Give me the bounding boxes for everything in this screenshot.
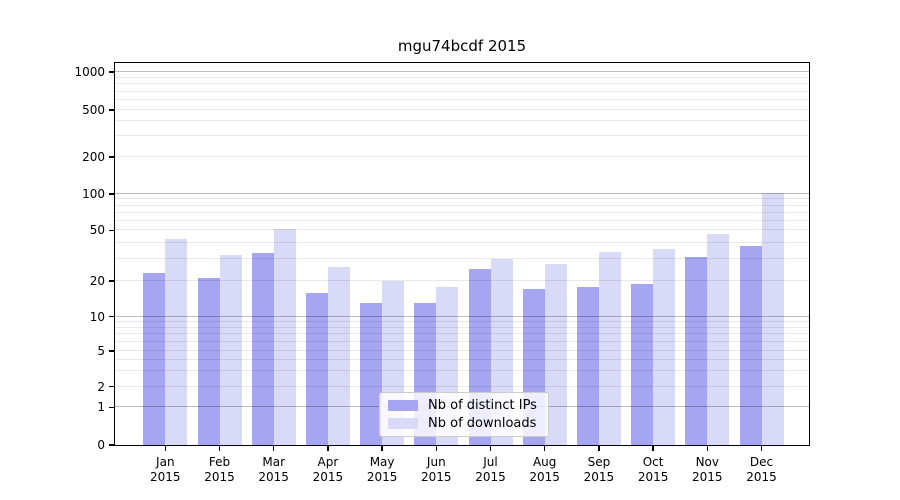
x-tick-mark: [381, 445, 383, 451]
y-gridline-minor: [115, 83, 809, 85]
y-gridline-minor: [115, 90, 809, 92]
x-tick-mark: [652, 445, 654, 451]
x-tick-label-jan: Jan 2015: [150, 455, 181, 484]
x-tick-label-jun: Jun 2015: [421, 455, 452, 484]
y-tick-label: 200: [82, 150, 105, 164]
y-tick-mark: [109, 229, 115, 231]
bar-ips-nov: [685, 256, 708, 445]
x-tick-label-may: May 2015: [366, 455, 398, 484]
chart-title: mgu74bcdf 2015: [397, 37, 527, 55]
x-tick-mark: [489, 445, 492, 451]
y-tick-mark: [109, 350, 115, 352]
bar-ips-dec: [739, 245, 762, 445]
x-tick-mark: [544, 445, 546, 451]
legend-swatch-downloads-icon: [388, 418, 418, 429]
y-tick-label: 5: [97, 343, 105, 358]
bar-downloads-nov: [707, 233, 730, 445]
bar-downloads-mar: [273, 229, 296, 445]
y-tick-label: 20: [89, 274, 105, 288]
x-tick-label-nov: Nov 2015: [692, 455, 723, 484]
x-tick-mark: [164, 445, 166, 451]
y-tick-mark: [109, 406, 115, 409]
plot-area: Nb of distinct IPs Nb of downloads 0 1 2 5 1…: [74, 62, 810, 484]
y-gridline-minor: [115, 135, 809, 137]
x-tick-mark: [273, 445, 275, 451]
legend-item-downloads: Nb of downloads: [388, 416, 540, 431]
y-tick-label: 1: [97, 400, 105, 415]
x-tick-label-oct: Oct 2015: [637, 455, 669, 484]
x-tick-label-sep: Sep 2015: [583, 455, 615, 484]
legend-label: Nb of distinct IPs: [428, 398, 537, 413]
y-tick-mark: [109, 316, 115, 318]
y-tick-label: 0: [97, 438, 105, 452]
x-tick-mark: [760, 445, 763, 451]
bar-ips-sep: [576, 286, 599, 445]
bar-ips-apr: [305, 292, 328, 445]
y-gridline-minor: [115, 98, 809, 100]
bar-downloads-apr: [327, 266, 350, 445]
y-gridline-minor: [115, 241, 809, 243]
bar-ips-oct: [631, 283, 654, 445]
y-gridline-major: [115, 192, 809, 194]
y-tick-mark: [109, 71, 115, 73]
x-tick-mark: [598, 445, 600, 451]
legend-label: Nb of downloads: [428, 416, 537, 431]
y-gridline-minor: [115, 120, 809, 122]
y-tick-label: 50: [89, 223, 105, 238]
legend-item-distinct-ips: Nb of distinct IPs: [388, 398, 540, 413]
y-tick-label: 10: [89, 309, 105, 324]
bar-downloads-feb: [219, 255, 242, 445]
x-tick-mark: [218, 445, 221, 451]
x-tick-label-mar: Mar 2015: [258, 455, 289, 484]
y-tick-mark: [109, 109, 115, 111]
y-gridline-major: [115, 71, 809, 73]
y-gridline-minor: [115, 76, 809, 78]
bar-downloads-dec: [761, 192, 784, 445]
x-tick-label-feb: Feb 2015: [204, 455, 235, 484]
x-tick-label-dec: Dec 2015: [746, 455, 777, 484]
bar-downloads-aug: [544, 264, 567, 445]
x-tick-label-apr: Apr 2015: [312, 455, 344, 484]
y-tick-mark: [109, 444, 115, 446]
y-gridline-minor: [115, 156, 809, 157]
y-tick-label: 2: [97, 379, 105, 394]
bar-ips-feb: [197, 278, 220, 445]
bar-downloads-oct: [653, 248, 676, 445]
legend-swatch-ips-icon: [388, 400, 418, 411]
y-tick-mark: [109, 385, 115, 388]
x-tick-mark: [706, 445, 708, 451]
y-tick-label: 500: [82, 102, 105, 117]
y-gridline-minor: [115, 211, 809, 213]
bar-ips-mar: [251, 253, 274, 445]
y-tick-label: 100: [82, 186, 105, 201]
legend: Nb of distinct IPs Nb of downloads: [379, 392, 549, 437]
y-gridline-minor: [115, 219, 809, 221]
y-gridline-minor: [115, 229, 809, 231]
y-gridline-minor: [115, 108, 809, 110]
y-tick-label: 1000: [74, 65, 105, 80]
y-tick-mark: [109, 156, 115, 158]
y-gridline-minor: [115, 204, 809, 206]
y-tick-mark: [109, 193, 115, 195]
bar-downloads-jan: [165, 238, 188, 445]
y-gridline-minor: [115, 198, 809, 200]
bar-downloads-sep: [598, 251, 621, 445]
x-tick-label-jul: Jul 2015: [475, 455, 506, 484]
bar-ips-jan: [143, 273, 166, 445]
bar-ips-may: [360, 303, 383, 445]
x-tick-mark: [435, 445, 437, 451]
x-tick-label-aug: Aug 2015: [529, 455, 560, 484]
x-tick-mark: [327, 445, 329, 451]
y-tick-mark: [109, 280, 115, 282]
